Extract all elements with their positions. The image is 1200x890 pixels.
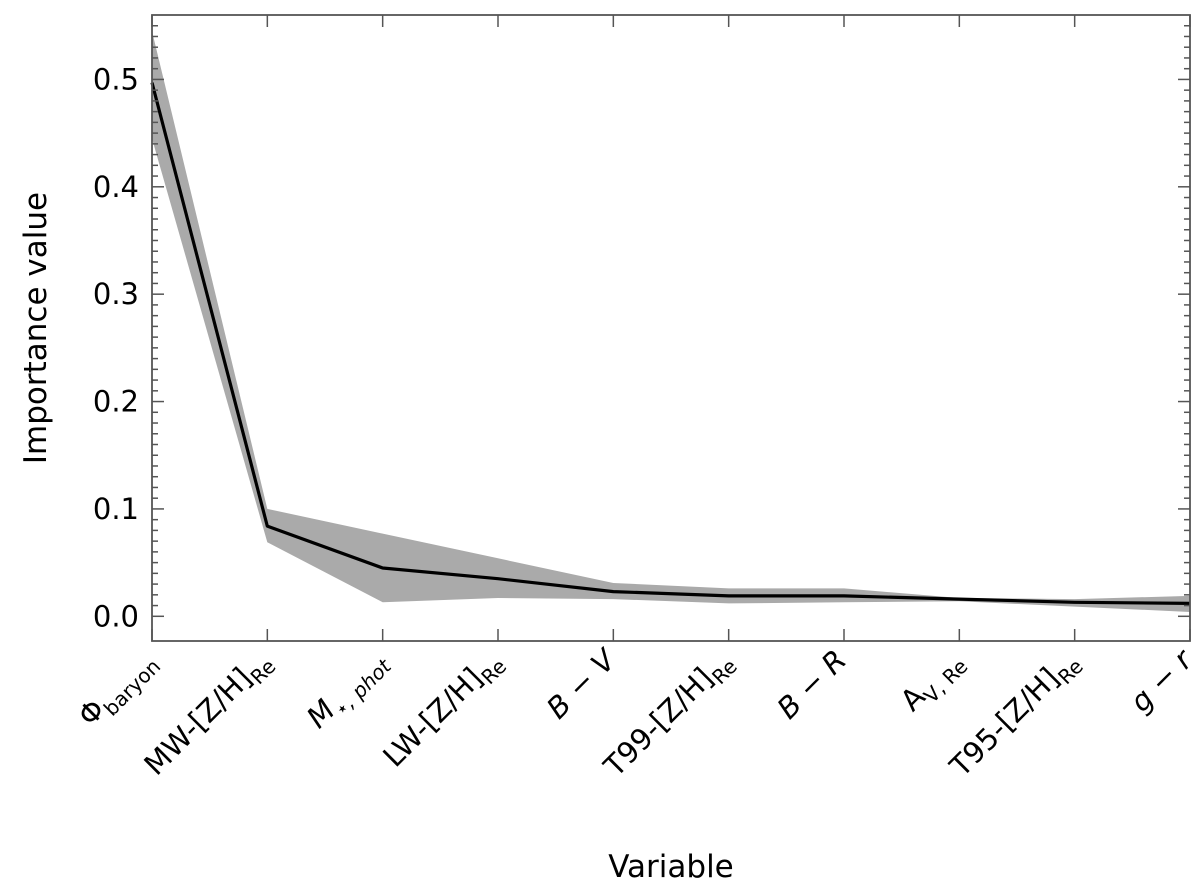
x-tick-label: LW-[Z/H]Re [376,643,511,778]
x-tick-label: Φbaryon [71,643,165,737]
x-tick-label: M⋆, phot [300,642,397,739]
y-tick-label-layer: 0.0 0.1 0.2 0.3 0.4 0.5 [93,62,139,633]
uncertainty-band-layer [152,31,1190,613]
x-tick-label: MW-[Z/H]Re [137,643,280,786]
series-line-layer [150,82,1191,605]
x-tick-label: AV, Re [894,643,973,722]
tick-layer [151,15,1191,641]
x-tick-label: g − r [1123,641,1200,718]
y-tick-label: 0.3 [93,277,139,311]
x-tick-label: B − V [540,641,624,725]
y-tick-label: 0.4 [93,170,139,204]
y-tick-label: 0.1 [93,492,139,526]
plot-frame [151,14,1191,642]
y-axis-label: Importance value [18,192,54,464]
uncertainty-band [152,31,1190,613]
importance-line [150,82,1191,605]
x-tick-label: B − R [770,643,853,726]
y-tick-label: 0.0 [93,599,139,633]
y-tick-label: 0.2 [93,385,139,419]
x-axis-label: Variable [608,849,734,885]
y-tick-label: 0.5 [93,62,139,96]
